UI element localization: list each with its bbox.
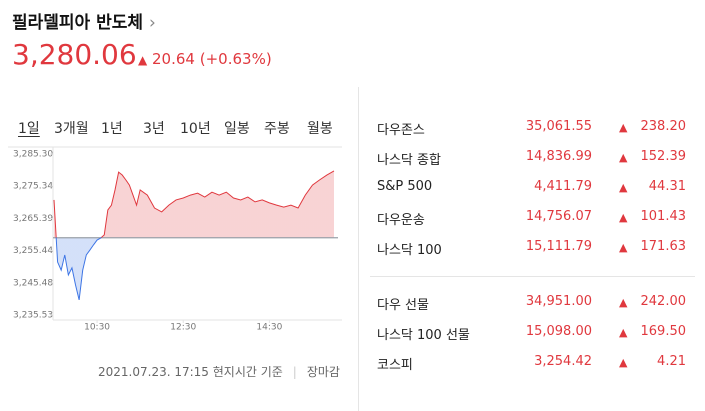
y-tick-label: 3,235.53 [13, 311, 53, 321]
up-arrow: ▲ [619, 356, 628, 369]
market-status: 장마감 [306, 365, 340, 379]
quote-value: 15,111.79 [525, 239, 592, 254]
tab[interactable]: 일봉 [224, 121, 250, 137]
quote-name[interactable]: S&P 500 [377, 179, 433, 194]
quote-name[interactable]: 다우 선물 [377, 298, 429, 313]
title-text: 필라델피아 반도체 [12, 13, 144, 33]
quote-name[interactable]: 코스피 [377, 358, 413, 373]
quote-name[interactable]: 나스닥 100 [377, 243, 442, 258]
up-arrow: ▲ [619, 296, 628, 309]
up-arrow: ▲ [138, 53, 148, 67]
quote-change: 101.43 [640, 209, 687, 224]
quote-change: 169.50 [640, 324, 687, 339]
separator: | [292, 365, 297, 379]
y-tick-label: 3,245.48 [13, 278, 53, 288]
quote-value: 4,411.79 [534, 179, 592, 194]
change-percent: (+0.63%) [199, 50, 272, 68]
tab[interactable]: 10년 [180, 121, 211, 137]
quote-value: 34,951.00 [525, 294, 592, 309]
price: 3,280.06 [12, 38, 137, 71]
quote-value: 14,756.07 [525, 209, 592, 224]
tab[interactable]: 1일 [18, 121, 40, 137]
quote-change: 171.63 [640, 239, 687, 254]
up-arrow: ▲ [619, 121, 628, 134]
quote-value: 14,836.99 [525, 149, 592, 164]
tab[interactable]: 월봉 [307, 121, 333, 137]
up-arrow: ▲ [619, 211, 628, 224]
timestamp: 2021.07.23. 17:15 현지시간 기준 [98, 365, 283, 379]
x-tick-label: 10:30 [84, 323, 110, 333]
tab[interactable]: 주봉 [264, 121, 290, 137]
change: ▲ 20.64 (+0.63%) [138, 50, 272, 68]
up-arrow: ▲ [619, 151, 628, 164]
quote-name[interactable]: 다우존스 [377, 123, 425, 138]
chart: 3,285.30 3,275.34 3,265.39 3,255.44 3,245.48… [8, 146, 342, 333]
up-arrow: ▲ [619, 181, 628, 194]
footer: 2021.07.23. 17:15 현지시간 기준 | 장마감 [98, 363, 340, 380]
x-tick-label: 12:30 [170, 323, 196, 333]
quote-value: 15,098.00 [525, 324, 592, 339]
tab[interactable]: 1년 [101, 121, 123, 137]
up-arrow: ▲ [619, 241, 628, 254]
x-tick-label: 14:30 [256, 323, 282, 333]
quote-change: 4.21 [657, 354, 686, 369]
quote-value: 35,061.55 [525, 119, 592, 134]
quote-change: 152.39 [640, 149, 687, 164]
index-title[interactable]: 필라델피아 반도체 › [12, 8, 156, 33]
quote-value: 3,254.42 [534, 354, 592, 369]
group-separator [370, 276, 695, 277]
quote-change: 238.20 [640, 119, 687, 134]
tab[interactable]: 3년 [143, 121, 165, 137]
y-tick-label: 3,275.34 [13, 182, 53, 192]
quote-name[interactable]: 나스닥 100 선물 [377, 328, 470, 343]
price-line [53, 170, 335, 301]
quote-change: 242.00 [640, 294, 687, 309]
quote-change: 44.31 [648, 179, 686, 194]
change-value: 20.64 [152, 50, 195, 68]
y-tick-label: 3,265.39 [13, 214, 53, 224]
area [54, 170, 334, 300]
quote-name[interactable]: 다우운송 [377, 213, 425, 228]
divider [358, 87, 359, 411]
quote-name[interactable]: 나스닥 종합 [377, 153, 441, 168]
y-tick-label: 3,285.30 [13, 150, 53, 160]
chevron: › [148, 13, 156, 33]
y-tick-label: 3,255.44 [13, 246, 53, 256]
tab[interactable]: 3개월 [54, 121, 89, 137]
up-arrow: ▲ [619, 326, 628, 339]
